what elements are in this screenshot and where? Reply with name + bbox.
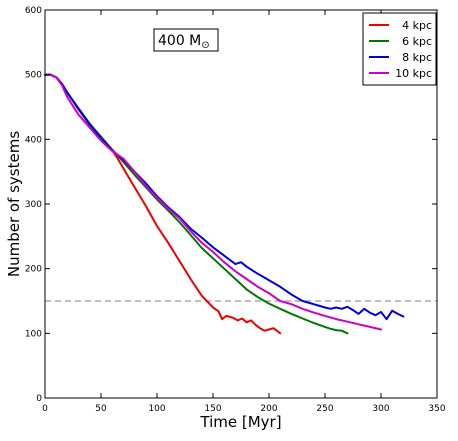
legend-label: 4 kpc [402, 19, 432, 32]
y-tick-label: 600 [25, 6, 42, 16]
annotation-box [153, 28, 219, 52]
mass-annotation: 400 M⊙ [153, 28, 219, 52]
x-tick-label: 200 [260, 404, 277, 414]
x-tick-label: 350 [428, 404, 445, 414]
y-tick-label: 400 [25, 135, 42, 145]
series-line-10-kpc [44, 73, 382, 331]
legend-label: 10 kpc [395, 67, 432, 80]
annotation-subscript: ⊙ [201, 40, 209, 51]
legend-label: 8 kpc [402, 51, 432, 64]
tick-layer: 0 50 100 150 200 250 300 350 0 100 200 300 400 500 600 [25, 6, 446, 414]
x-tick-label: 0 [42, 404, 48, 414]
y-tick-label: 100 [25, 329, 42, 339]
x-tick-label: 300 [372, 404, 389, 414]
legend-entries: 4 kpc 6 kpc 8 kpc 10 kpc [369, 19, 432, 80]
x-tick-label: 50 [95, 404, 107, 414]
x-axis-label: Time [Myr] [199, 413, 281, 431]
y-axis-label: Number of systems [5, 131, 23, 277]
x-tick-label: 100 [148, 404, 165, 414]
annotation-main: 400 M [158, 33, 201, 49]
y-tick-label: 500 [25, 71, 42, 81]
legend-label: 6 kpc [402, 35, 432, 48]
annotation-text: 400 M⊙ [158, 33, 210, 51]
x-tick-label: 150 [204, 404, 221, 414]
y-tick-label: 200 [25, 265, 42, 275]
series-layer [44, 73, 405, 335]
x-tick-label: 250 [316, 404, 333, 414]
series-line-8-kpc [44, 73, 405, 321]
y-tick-label: 300 [25, 200, 42, 210]
legend: 4 kpc 6 kpc 8 kpc 10 kpc [362, 12, 437, 86]
y-tick-label: 0 [36, 394, 42, 404]
